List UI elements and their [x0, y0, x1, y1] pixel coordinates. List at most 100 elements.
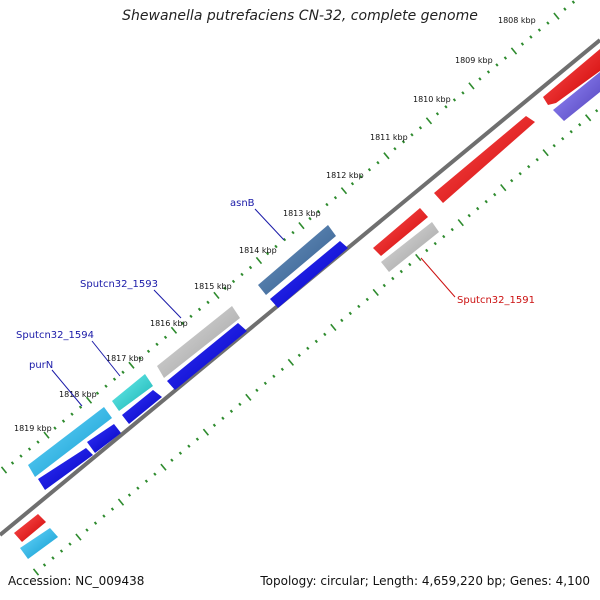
asnb-leader: [254, 208, 285, 241]
tick-minor: [495, 63, 499, 67]
tick-minor: [425, 248, 429, 253]
tick-minor: [229, 409, 234, 413]
gene-cyan-bottom-left[interactable]: [20, 528, 58, 559]
tick-minor: [486, 70, 491, 74]
gene-blue-1816[interactable]: [167, 323, 247, 390]
label-sputcn32-1594[interactable]: Sputcn32_1594: [16, 330, 94, 341]
gene-cyan-purn[interactable]: [28, 407, 112, 477]
gene-red-sputcn32-1591[interactable]: [373, 208, 428, 256]
tick-minor: [274, 244, 278, 249]
tick-major: [255, 256, 263, 265]
gene-purple-top-right[interactable]: [553, 72, 600, 121]
tick-minor: [10, 461, 15, 465]
tick-major: [213, 291, 220, 300]
tick-label-1813: 1813 kbp: [283, 209, 321, 218]
tick-minor: [170, 458, 174, 462]
tick-minor: [59, 549, 64, 553]
tick-minor: [195, 437, 200, 441]
tick-minor: [53, 426, 57, 430]
gene-red-1810[interactable]: [434, 116, 535, 203]
tick-label-1812: 1812 kbp: [326, 171, 364, 180]
tick-label-1817: 1817 kbp: [106, 354, 144, 363]
label-purn[interactable]: purN: [29, 360, 53, 371]
tick-minor: [280, 367, 284, 372]
tick-minor: [297, 353, 301, 358]
accession-text: Accession: NC_009438: [8, 574, 145, 588]
tick-minor: [180, 321, 185, 326]
tick-minor: [291, 230, 295, 235]
tick-minor: [561, 136, 565, 141]
tick-label-1815: 1815 kbp: [194, 282, 232, 291]
tick-minor: [493, 192, 497, 197]
gene-blue-1814[interactable]: [270, 241, 348, 308]
tick-major: [245, 393, 252, 401]
gene-grey-1591[interactable]: [381, 222, 439, 272]
tick-minor: [333, 195, 338, 200]
tick-minor: [461, 91, 465, 95]
sputcn32-1593-leader: [153, 289, 182, 319]
tick-minor: [401, 140, 406, 144]
tick-minor: [552, 143, 556, 148]
tick-minor: [529, 35, 533, 39]
tick-label-1811: 1811 kbp: [370, 133, 408, 142]
tick-minor: [442, 234, 446, 239]
tick-major: [457, 218, 464, 227]
tick-minor: [51, 556, 55, 560]
gene-blue-1818[interactable]: [87, 424, 121, 453]
tick-minor: [308, 216, 312, 221]
tick-minor: [255, 388, 259, 393]
tick-minor: [314, 339, 318, 344]
tick-minor: [144, 479, 149, 483]
tick-minor: [231, 279, 236, 284]
tick-major: [510, 47, 518, 55]
tick-minor: [433, 241, 437, 246]
sputcn32-1591-leader: [420, 257, 456, 298]
tick-minor: [503, 56, 508, 60]
tick-minor: [348, 311, 352, 316]
label-sputcn32-1593[interactable]: Sputcn32_1593: [80, 279, 158, 290]
tick-minor: [367, 167, 372, 172]
tick-major: [170, 326, 178, 334]
tick-major: [0, 466, 8, 474]
gene-blue-1817[interactable]: [122, 390, 162, 424]
tick-minor: [535, 157, 539, 162]
tick-minor: [537, 28, 542, 32]
tick-minor: [467, 213, 471, 218]
gene-label-leaders: [51, 208, 456, 407]
tick-minor: [435, 112, 440, 116]
tick-minor: [450, 227, 454, 232]
tick-minor: [382, 283, 386, 288]
tick-minor: [19, 454, 23, 458]
tick-label-1816: 1816 kbp: [150, 319, 188, 328]
gene-labels: asnB Sputcn32_1593 Sputcn32_1594 purN Sp…: [16, 198, 535, 371]
tick-minor: [153, 472, 157, 476]
tick-minor: [484, 199, 488, 204]
gene-teal-sputcn32-1594[interactable]: [112, 374, 153, 411]
gene-grey-sputcn32-1593[interactable]: [157, 306, 240, 378]
label-sputcn32-1591[interactable]: Sputcn32_1591: [457, 295, 535, 306]
tick-major: [202, 428, 210, 436]
gene-red-top-right[interactable]: [543, 49, 600, 105]
tick-minor: [391, 276, 395, 281]
tick-minor: [102, 514, 106, 518]
tick-minor: [121, 370, 125, 374]
gene-blue-1819[interactable]: [38, 448, 93, 490]
label-asnb[interactable]: asnB: [230, 198, 255, 209]
inner-tick-track: [32, 109, 599, 576]
tick-minor: [282, 237, 287, 242]
tick-minor: [238, 402, 242, 407]
gene-red-bottom-left[interactable]: [14, 514, 46, 542]
tick-labels: 1808 kbp 1809 kbp 1810 kbp 1811 kbp 1812…: [14, 16, 536, 433]
tick-minor: [187, 444, 191, 448]
tick-minor: [399, 269, 403, 274]
tick-minor: [595, 109, 599, 113]
gene-asnb[interactable]: [258, 225, 336, 295]
tick-minor: [163, 335, 168, 340]
tick-minor: [527, 164, 531, 169]
tick-minor: [510, 178, 514, 183]
map-title: Shewanella putrefaciens CN-32, complete …: [122, 8, 478, 24]
tick-minor: [136, 486, 140, 490]
tick-major: [43, 431, 50, 439]
tick-minor: [42, 563, 47, 567]
